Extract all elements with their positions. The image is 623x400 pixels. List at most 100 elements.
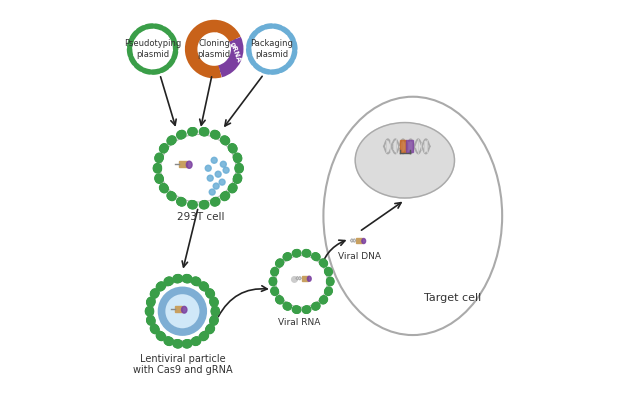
Circle shape (210, 317, 217, 325)
Circle shape (213, 183, 219, 189)
Circle shape (228, 185, 236, 193)
Circle shape (189, 201, 197, 209)
Circle shape (325, 269, 332, 276)
Circle shape (302, 306, 310, 313)
Circle shape (147, 297, 155, 305)
Circle shape (155, 153, 163, 161)
Circle shape (160, 184, 168, 192)
Text: Cloning
plasmid: Cloning plasmid (197, 39, 231, 59)
Circle shape (158, 333, 166, 340)
Circle shape (177, 131, 184, 139)
Circle shape (199, 282, 207, 290)
Bar (356, 238, 362, 243)
Circle shape (271, 287, 278, 294)
Circle shape (271, 269, 278, 276)
Bar (400, 140, 406, 152)
Circle shape (184, 275, 192, 283)
Circle shape (284, 303, 292, 310)
Circle shape (211, 306, 219, 314)
Circle shape (166, 277, 173, 285)
Circle shape (151, 326, 159, 334)
Circle shape (191, 338, 199, 346)
Circle shape (199, 201, 207, 209)
Circle shape (178, 198, 186, 206)
Circle shape (191, 277, 199, 285)
Circle shape (174, 275, 182, 282)
Circle shape (221, 161, 226, 167)
Circle shape (325, 268, 332, 275)
Circle shape (155, 175, 163, 183)
Circle shape (312, 303, 319, 310)
Text: 293T cell: 293T cell (176, 212, 224, 222)
Circle shape (229, 145, 237, 153)
Circle shape (325, 288, 332, 296)
Circle shape (146, 316, 155, 324)
Circle shape (164, 278, 172, 286)
Circle shape (211, 131, 219, 138)
Circle shape (147, 298, 155, 306)
Circle shape (303, 250, 311, 257)
Circle shape (293, 306, 300, 313)
Circle shape (151, 289, 159, 297)
Circle shape (272, 268, 278, 274)
Circle shape (234, 155, 242, 162)
Circle shape (155, 174, 163, 182)
Circle shape (325, 288, 332, 295)
Circle shape (164, 277, 173, 285)
Circle shape (151, 325, 159, 333)
Circle shape (269, 278, 277, 285)
Circle shape (201, 332, 209, 340)
Circle shape (211, 307, 219, 315)
Circle shape (151, 290, 159, 297)
Circle shape (189, 128, 196, 136)
Circle shape (283, 302, 290, 310)
Circle shape (269, 278, 277, 286)
Circle shape (146, 308, 153, 316)
Circle shape (160, 185, 168, 193)
Circle shape (277, 259, 283, 266)
Circle shape (215, 171, 221, 177)
Circle shape (167, 192, 175, 200)
Circle shape (164, 337, 173, 345)
Circle shape (210, 316, 218, 324)
Circle shape (192, 337, 200, 345)
Circle shape (209, 189, 215, 195)
Circle shape (221, 136, 229, 144)
Circle shape (234, 174, 242, 182)
Circle shape (271, 288, 278, 295)
Circle shape (184, 340, 192, 348)
Circle shape (235, 164, 243, 172)
Circle shape (212, 131, 220, 139)
Circle shape (313, 302, 320, 310)
Circle shape (146, 306, 153, 314)
Circle shape (183, 275, 191, 282)
Circle shape (153, 165, 161, 173)
Circle shape (283, 303, 291, 310)
Circle shape (200, 332, 208, 340)
Circle shape (276, 256, 328, 307)
Circle shape (150, 324, 158, 332)
Circle shape (157, 332, 165, 340)
Bar (174, 306, 182, 312)
Circle shape (166, 294, 199, 328)
Circle shape (188, 128, 196, 136)
Circle shape (178, 198, 185, 206)
Circle shape (275, 260, 283, 267)
Circle shape (206, 324, 214, 332)
Circle shape (271, 268, 278, 275)
Circle shape (212, 198, 220, 205)
Circle shape (200, 282, 208, 290)
Circle shape (147, 316, 155, 324)
Circle shape (153, 164, 161, 172)
Circle shape (211, 198, 219, 206)
Circle shape (210, 299, 218, 307)
Circle shape (223, 167, 229, 173)
Circle shape (325, 287, 332, 294)
Circle shape (145, 307, 153, 315)
Circle shape (326, 278, 334, 286)
Circle shape (284, 253, 292, 260)
Circle shape (269, 277, 277, 284)
Circle shape (210, 297, 217, 305)
Ellipse shape (161, 134, 236, 202)
Text: Viral RNA: Viral RNA (278, 318, 321, 327)
